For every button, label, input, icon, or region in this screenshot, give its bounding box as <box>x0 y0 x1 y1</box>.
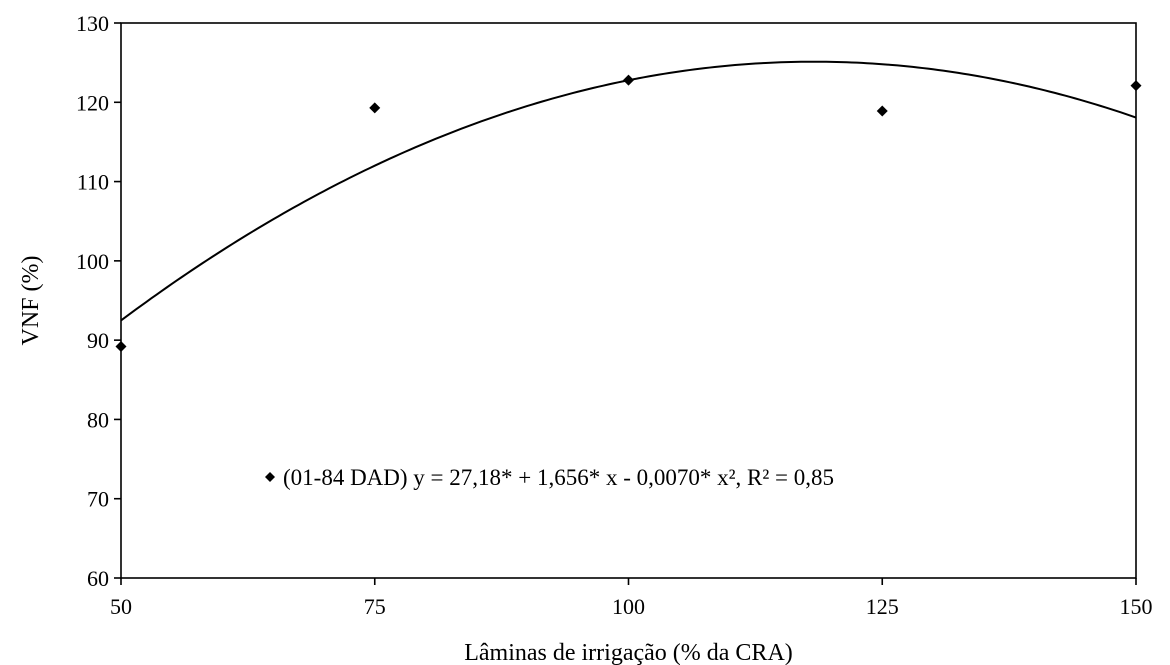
data-points <box>115 74 1142 352</box>
x-tick-label-75: 75 <box>364 594 386 619</box>
x-axis-title: Lâminas de irrigação (% da CRA) <box>464 640 793 665</box>
y-axis-ticks: 60 70 80 90 100 110 120 130 <box>76 11 121 591</box>
x-tick-label-100: 100 <box>612 594 645 619</box>
y-tick-label-120: 120 <box>76 90 109 115</box>
y-tick-label-70: 70 <box>87 487 109 512</box>
legend-label: (01-84 DAD) y = 27,18* + 1,656* x - 0,00… <box>283 465 834 490</box>
y-tick-label-90: 90 <box>87 328 109 353</box>
x-tick-label-50: 50 <box>110 594 132 619</box>
x-tick-label-150: 150 <box>1120 594 1153 619</box>
legend-marker <box>265 472 275 482</box>
y-tick-label-130: 130 <box>76 11 109 36</box>
data-point <box>1130 80 1142 92</box>
data-point <box>115 340 127 352</box>
x-tick-label-125: 125 <box>866 594 899 619</box>
y-tick-label-60: 60 <box>87 566 109 591</box>
legend: (01-84 DAD) y = 27,18* + 1,656* x - 0,00… <box>265 465 834 490</box>
x-axis-ticks: 50 75 100 125 150 <box>110 578 1153 619</box>
data-point <box>369 102 381 114</box>
trendline <box>120 60 1137 322</box>
data-point <box>876 105 888 117</box>
data-point <box>623 74 634 86</box>
y-tick-label-110: 110 <box>77 170 109 195</box>
y-tick-label-100: 100 <box>76 249 109 274</box>
y-axis-title: VNF (%) <box>18 256 44 346</box>
y-tick-label-80: 80 <box>87 407 109 432</box>
plot-frame <box>120 22 1137 579</box>
